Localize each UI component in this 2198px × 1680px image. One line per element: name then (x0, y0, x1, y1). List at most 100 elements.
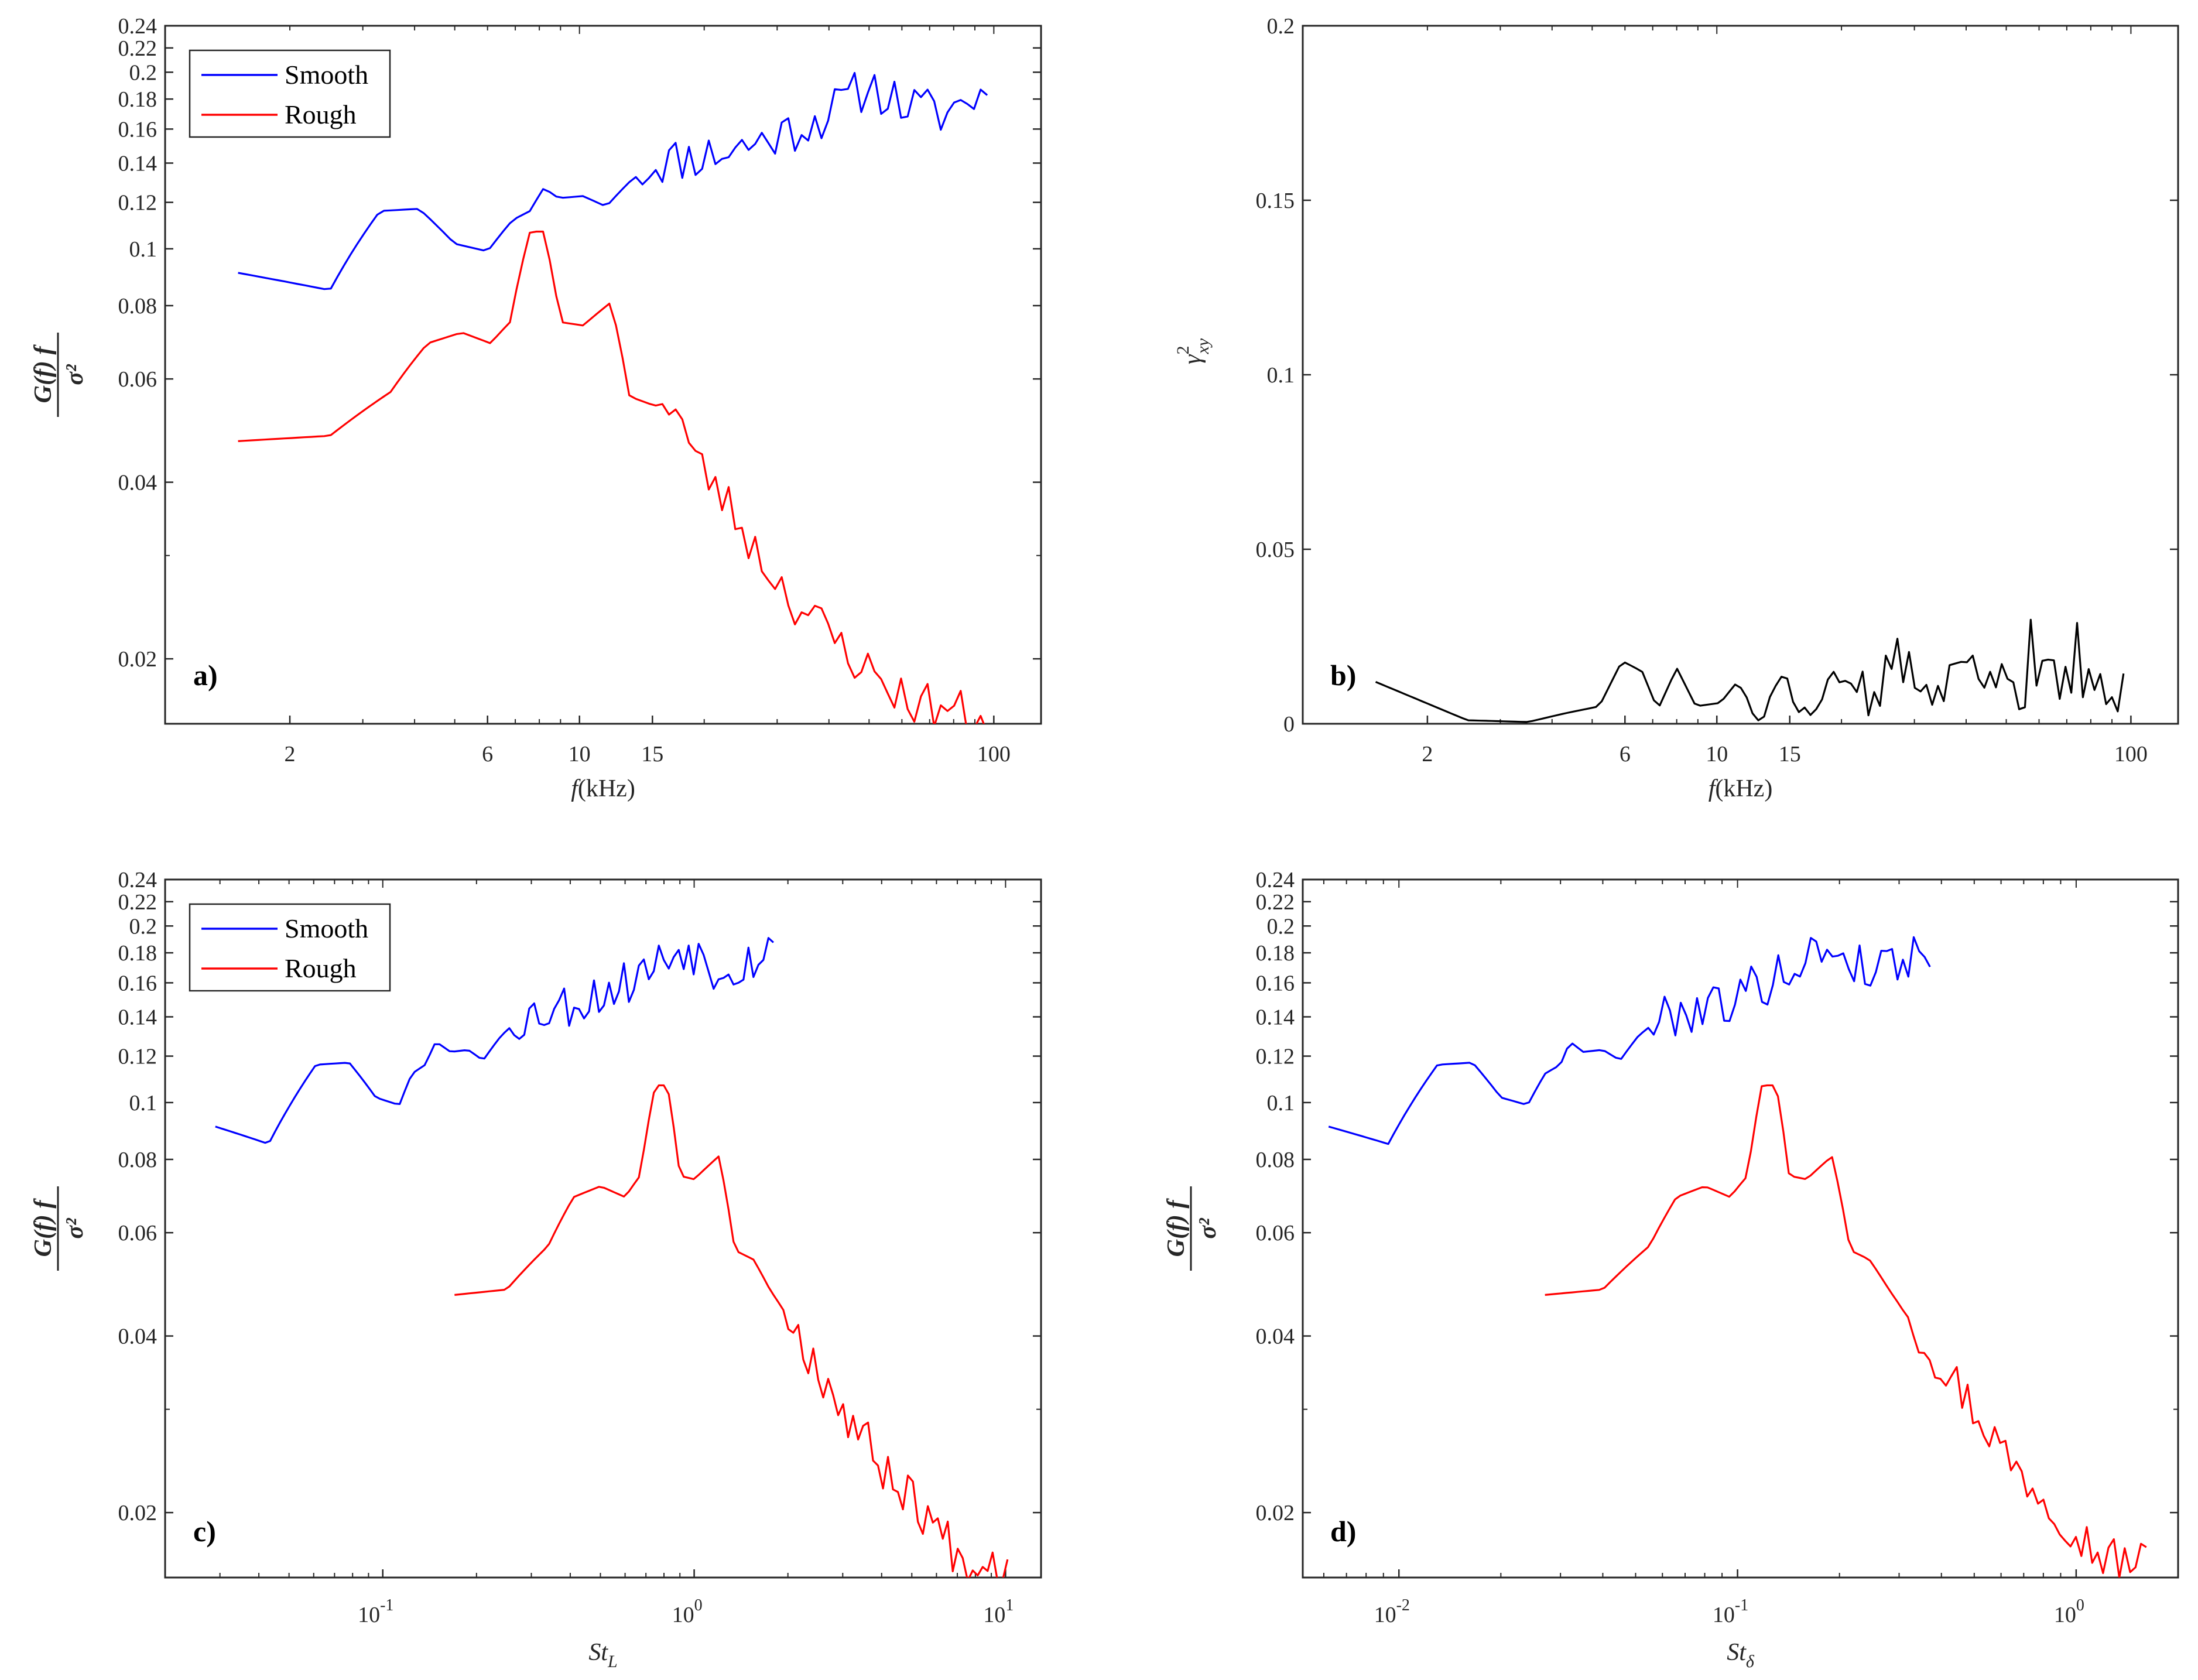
y-axis-label-numerator: G(f) f (1163, 1198, 1190, 1257)
panel-label: b) (1330, 659, 1356, 692)
y-tick-label: 0.2 (1267, 14, 1295, 39)
x-tick-label: 2 (285, 742, 296, 767)
x-tick-label: 10-1 (358, 1596, 393, 1627)
y-axis-label: G(f) f σ² (1163, 1186, 1221, 1271)
x-tick-label: 100 (977, 742, 1011, 767)
y-tick-label: 0.16 (118, 117, 158, 142)
x-tick-exponent: 0 (694, 1596, 703, 1614)
y-tick-label: 0.24 (118, 14, 158, 39)
x-tick-label: 2 (1422, 742, 1433, 767)
x-tick-exponent: -1 (380, 1596, 393, 1614)
y-tick-label: 0.2 (129, 914, 158, 939)
x-tick-label: 15 (641, 742, 663, 767)
y-tick-label: 0.1 (129, 1091, 158, 1116)
y-tick-label: 0.06 (118, 1221, 158, 1246)
axes-box (164, 25, 1042, 725)
panel-d: 0.02 0.04 0.06 0.08 0.1 0.12 0.14 0.16 0.180.2 0.… (1163, 868, 2179, 1671)
x-axis-label: f(kHz) (571, 775, 635, 802)
y-tick-label: 0.16 (1256, 971, 1295, 995)
y-axis-label: γ2xy (1173, 338, 1213, 364)
y-tick-label: 0.08 (118, 1148, 158, 1172)
panel-c: 0.020.040.060.080.10.120.140.160.180.20.… (30, 868, 1042, 1671)
y-tick-label: 0.02 (118, 647, 158, 672)
axes-box (164, 878, 1042, 1579)
x-axis-label: Stδ (1727, 1639, 1755, 1671)
y-axis-label-sub: xy (1193, 338, 1213, 354)
y-tick-label: 0.04 (118, 1325, 158, 1349)
y-tick-label: 0.2 (1267, 914, 1295, 939)
y-tick-label: 0.14 (1256, 1005, 1295, 1030)
panel-label: a) (193, 659, 218, 692)
y-tick-label: 0.06 (118, 367, 158, 392)
y-tick-label: 0.12 (118, 1045, 158, 1069)
y-tick-label: 0.22 (118, 890, 158, 915)
x-tick-exponent: -2 (1396, 1596, 1410, 1614)
y-tick-label: 0.04 (118, 471, 158, 495)
x-tick-label: 100 (672, 1596, 703, 1627)
y-tick-label: 0.14 (118, 152, 158, 176)
x-tick-label: 10-2 (1374, 1596, 1410, 1627)
x-axis-label-sub: L (607, 1652, 618, 1671)
x-axis-label-text: (kHz) (1715, 775, 1772, 802)
series-line-smooth (215, 937, 774, 1144)
y-tick-label: 0.1 (1267, 363, 1295, 388)
panel-b: 0 0.05 0.1 0.15 0.2 2 6 10 15 100 f(kHz) γ2xy b) (1173, 14, 2179, 802)
y-tick-label: 0.1 (1267, 1091, 1295, 1116)
axes-box (1302, 878, 2179, 1579)
y-tick-label: 0 (1283, 712, 1295, 737)
axes-box (1302, 25, 2179, 725)
legend-label-rough: Rough (285, 953, 357, 983)
x-axis-label: f(kHz) (1709, 775, 1773, 802)
series-line-rough (238, 230, 985, 724)
legend-box (189, 49, 391, 138)
legend-label-smooth: Smooth (285, 60, 368, 90)
y-axis-label-denominator: σ² (1194, 1217, 1221, 1239)
y-tick-label: 0.04 (1256, 1325, 1295, 1349)
y-tick-label: 0.24 (1256, 868, 1295, 892)
x-tick-exponent: -1 (1735, 1596, 1748, 1614)
y-tick-label: 0.14 (118, 1005, 158, 1030)
x-tick-label: 10 (1706, 742, 1728, 767)
y-tick-label: 0.18 (118, 941, 158, 966)
panel-a: 0.020.040.060.080.10.120.140.160.180.20.… (30, 14, 1042, 802)
x-tick-label: 100 (2054, 1596, 2084, 1627)
y-axis-label-symbol: γ2xy (1173, 338, 1213, 364)
series-line-smooth (1328, 936, 1931, 1145)
x-tick-label: 15 (1779, 742, 1801, 767)
x-axis-label-sub: δ (1746, 1652, 1755, 1671)
y-tick-label: 0.12 (118, 191, 158, 215)
y-tick-label: 0.18 (1256, 941, 1295, 966)
panel-label: d) (1330, 1515, 1356, 1548)
y-tick-label: 0.06 (1256, 1221, 1295, 1246)
series-line-rough (454, 1084, 1009, 1578)
legend-label-smooth: Smooth (285, 913, 368, 943)
y-tick-label: 0.08 (118, 294, 158, 319)
x-tick-exponent: 1 (1005, 1596, 1014, 1614)
y-tick-label: 0.24 (118, 868, 158, 892)
x-tick-label: 10 (569, 742, 591, 767)
series-line-coherence (1375, 618, 2125, 723)
y-axis-label: G(f) f σ² (30, 1186, 88, 1271)
x-axis-label: StL (588, 1639, 617, 1671)
x-axis-label-text: (kHz) (578, 775, 635, 802)
y-axis-label-sup: 2 (1173, 346, 1193, 355)
y-tick-label: 0.15 (1256, 189, 1295, 213)
y-tick-label: 0.1 (129, 237, 158, 262)
y-tick-label: 0.16 (118, 971, 158, 995)
x-tick-label: 100 (2114, 742, 2148, 767)
x-tick-exponent: 0 (2076, 1596, 2084, 1614)
panel-label: c) (193, 1515, 216, 1548)
y-axis-label-denominator: σ² (61, 364, 88, 385)
x-axis-label-italic: St (1727, 1639, 1747, 1666)
y-tick-label: 0.22 (118, 36, 158, 61)
x-axis-label-italic: St (588, 1639, 608, 1666)
series-line-rough (1545, 1084, 2147, 1578)
y-axis-label-numerator: G(f) f (30, 1198, 57, 1257)
x-tick-label: 10-1 (1713, 1596, 1748, 1627)
y-tick-label: 0.12 (1256, 1045, 1295, 1069)
y-tick-label: 0.02 (1256, 1501, 1295, 1525)
y-tick-label: 0.08 (1256, 1148, 1295, 1172)
y-axis-label: G(f) f σ² (30, 333, 88, 417)
series-line-smooth (238, 71, 988, 290)
